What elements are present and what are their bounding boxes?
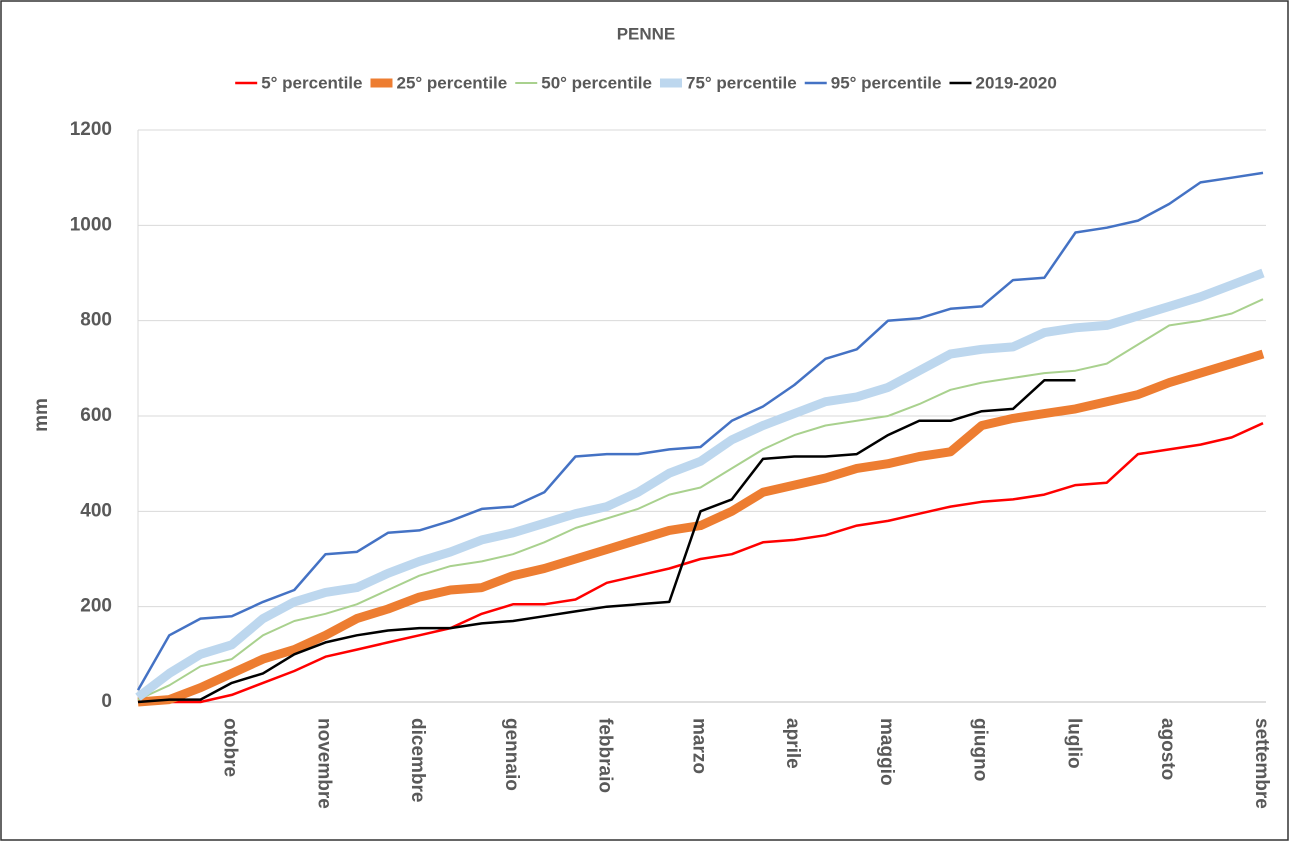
x-tick-label: dicembre [407, 718, 428, 802]
x-tick-label: agosto [1157, 718, 1178, 780]
series-line [137, 349, 1265, 707]
x-tick-label: giugno [970, 718, 991, 781]
x-tick-label: aprile [782, 718, 803, 769]
y-tick-label: 600 [80, 405, 112, 426]
y-tick-label: 0 [101, 691, 112, 712]
x-tick-label: maggio [876, 718, 897, 786]
y-tick-label: 200 [80, 596, 112, 617]
series-line [137, 379, 1076, 704]
series-line [138, 422, 1264, 704]
legend-label: 95° percentile [831, 73, 942, 92]
y-tick-label: 1200 [70, 119, 112, 140]
y-tick-label: 800 [80, 310, 112, 331]
x-tick-label: otobre [220, 718, 241, 777]
x-tick-label: marzo [688, 718, 709, 774]
x-tick-label: settembre [1251, 718, 1272, 809]
legend-label: 2019-2020 [975, 73, 1056, 92]
legend-label: 5° percentile [261, 73, 362, 92]
x-tick-label: novembre [313, 718, 334, 809]
x-tick-label: febbraio [595, 718, 616, 793]
series-line [137, 298, 1264, 701]
y-tick-label: 1000 [70, 214, 112, 235]
legend-label: 50° percentile [541, 73, 652, 92]
x-tick-label: gennaio [501, 718, 522, 791]
legend-label: 75° percentile [686, 73, 797, 92]
x-tick-label: luglio [1063, 718, 1084, 769]
legend-label: 25° percentile [396, 73, 507, 92]
y-axis-label: mm [31, 398, 52, 432]
chart-title: PENNE [617, 24, 676, 43]
series-line [135, 268, 1265, 701]
y-tick-label: 400 [80, 500, 112, 521]
series-line [136, 171, 1264, 691]
